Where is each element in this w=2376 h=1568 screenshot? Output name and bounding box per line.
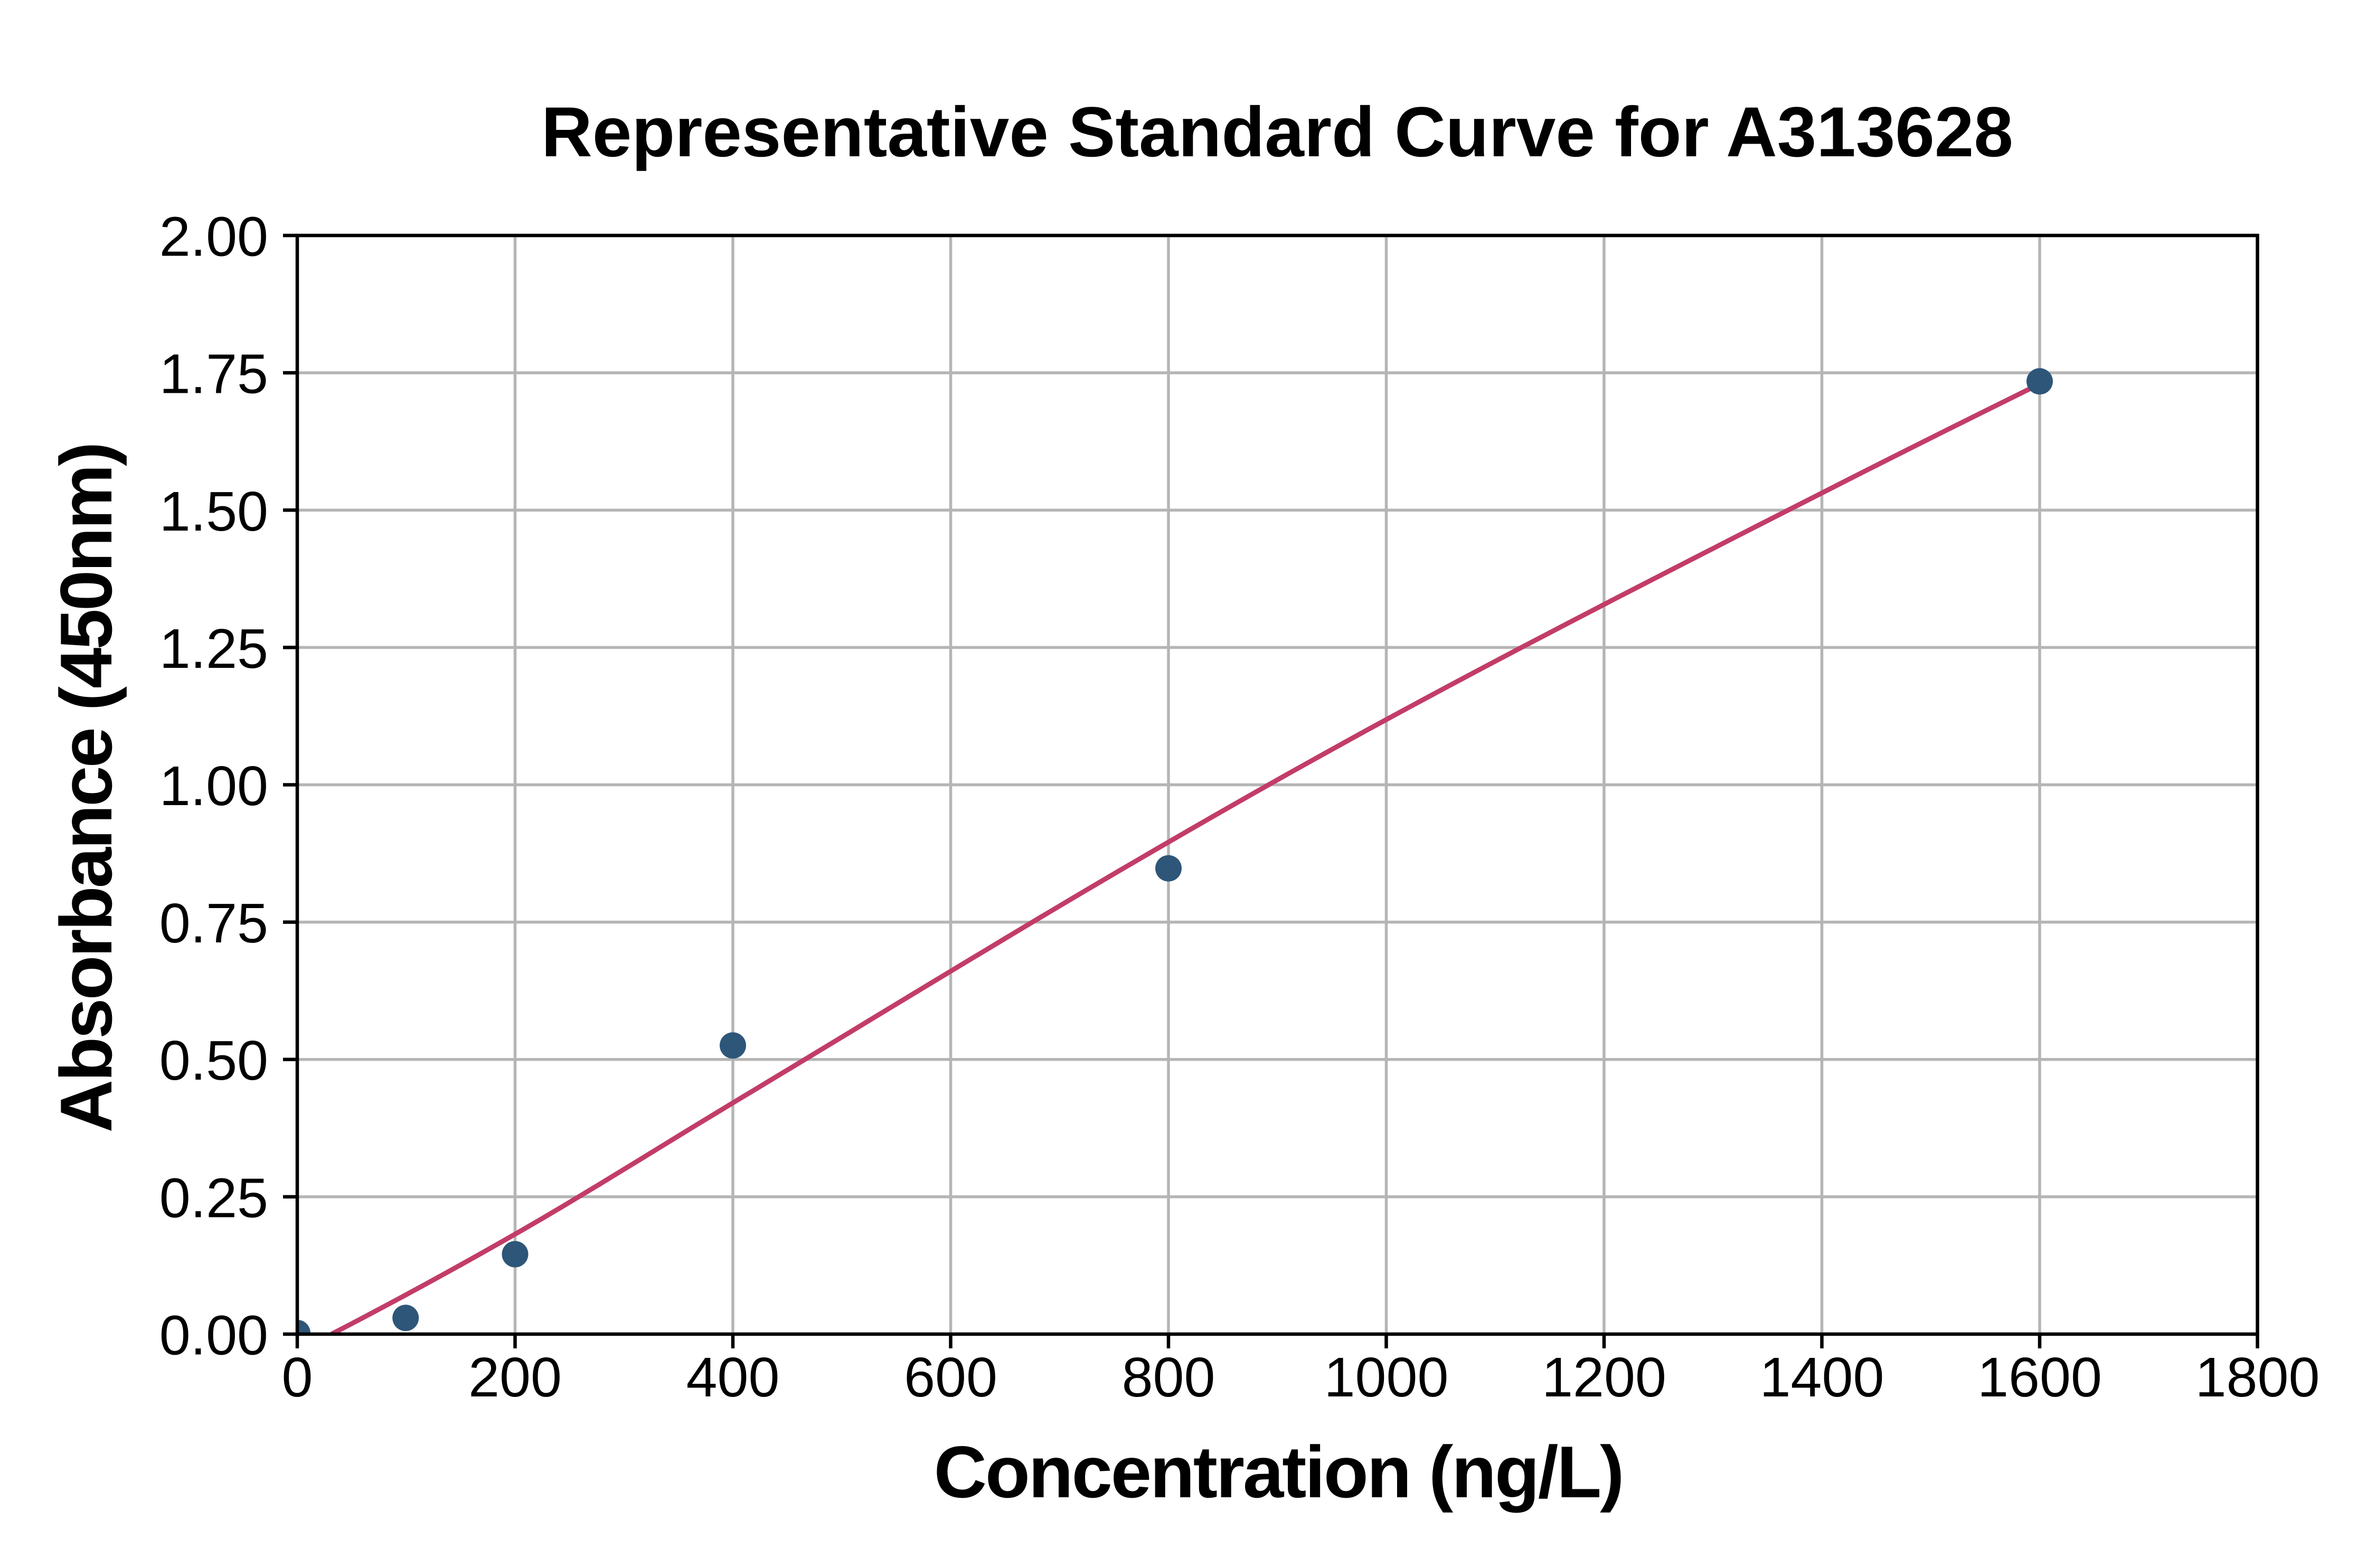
svg-text:2.00: 2.00 [159, 206, 268, 268]
svg-text:200: 200 [468, 1346, 562, 1409]
svg-text:0.50: 0.50 [159, 1029, 268, 1092]
svg-text:1800: 1800 [2195, 1346, 2320, 1409]
svg-text:0: 0 [282, 1346, 313, 1409]
svg-text:0.75: 0.75 [159, 892, 268, 955]
svg-text:400: 400 [686, 1346, 780, 1409]
svg-text:600: 600 [904, 1346, 997, 1409]
svg-text:1.25: 1.25 [159, 618, 268, 680]
svg-text:Absorbance (450nm): Absorbance (450nm) [45, 444, 127, 1133]
svg-text:1200: 1200 [1542, 1346, 1666, 1409]
svg-text:1.75: 1.75 [159, 343, 268, 405]
svg-text:1.00: 1.00 [159, 755, 268, 817]
svg-text:800: 800 [1122, 1346, 1215, 1409]
svg-text:0.25: 0.25 [159, 1167, 268, 1229]
svg-text:1600: 1600 [1977, 1346, 2102, 1409]
svg-text:Concentration (ng/L): Concentration (ng/L) [934, 1431, 1623, 1513]
svg-text:0.00: 0.00 [159, 1305, 268, 1367]
svg-text:1.50: 1.50 [159, 480, 268, 543]
svg-text:1000: 1000 [1324, 1346, 1449, 1409]
svg-text:Representative Standard Curve: Representative Standard Curve for A31362… [541, 93, 2013, 172]
svg-text:1400: 1400 [1760, 1346, 1884, 1409]
